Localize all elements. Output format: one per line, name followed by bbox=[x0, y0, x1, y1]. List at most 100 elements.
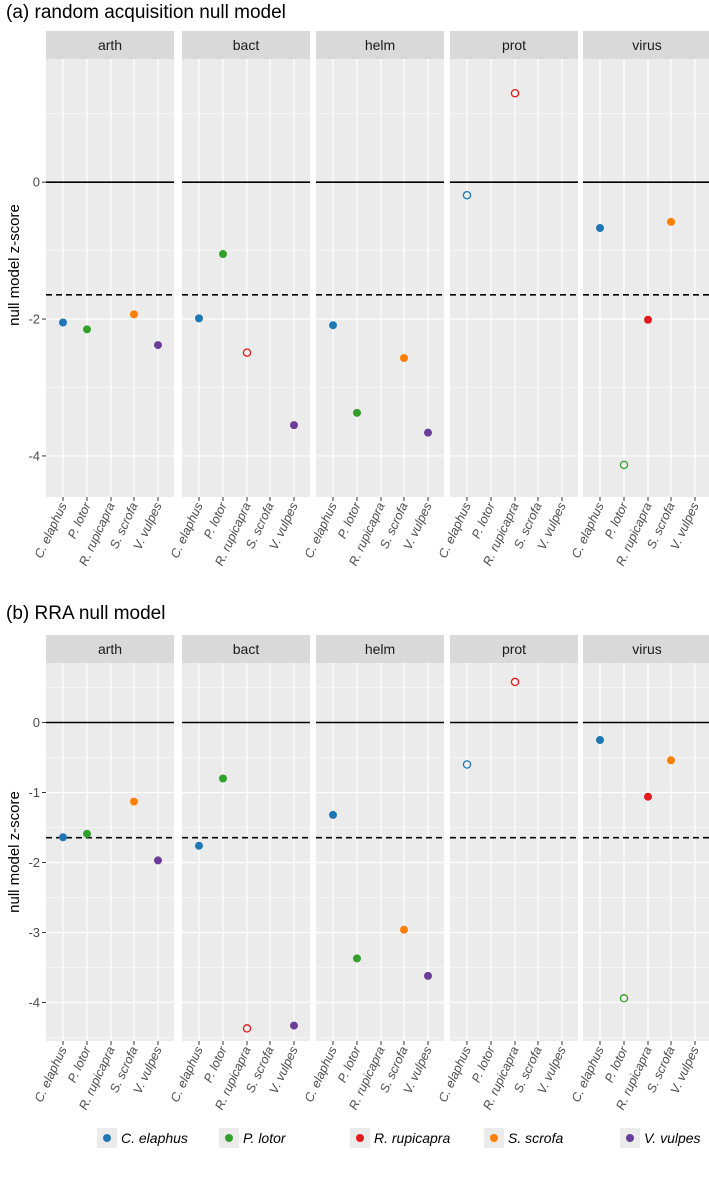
chart-a-random-acquisition: (a) random acquisition null model null mo… bbox=[6, 2, 709, 568]
facet-strip-label: virus bbox=[632, 37, 662, 53]
x-tick-label: C. elaphus bbox=[168, 500, 206, 560]
legend-marker-p-lotor bbox=[225, 1134, 233, 1142]
legend-label: S. scrofa bbox=[508, 1130, 563, 1146]
y-tick-label: -3 bbox=[28, 925, 40, 940]
x-tick-label: C. elaphus bbox=[569, 500, 607, 560]
legend-label: P. lotor bbox=[243, 1130, 287, 1146]
chart-title: (a) random acquisition null model bbox=[6, 2, 286, 23]
point-p-lotor bbox=[353, 408, 361, 417]
facet-strip bbox=[316, 635, 444, 663]
panel-background bbox=[182, 663, 310, 1041]
facet-strip-label: arth bbox=[98, 641, 122, 657]
point-c-elaphus bbox=[195, 841, 203, 850]
point-v-vulpes bbox=[290, 1021, 298, 1030]
point-v-vulpes bbox=[154, 341, 162, 350]
y-tick-label: -4 bbox=[28, 995, 40, 1010]
y-axis-title: null model z-score bbox=[6, 204, 23, 326]
point-r-rupicapra-open bbox=[510, 88, 520, 98]
panel-background bbox=[316, 59, 444, 497]
x-tick-label: C. elaphus bbox=[302, 1044, 340, 1104]
x-tick-label: C. elaphus bbox=[569, 1044, 607, 1104]
x-tick-label: C. elaphus bbox=[32, 1044, 70, 1104]
legend-label: R. rupicapra bbox=[374, 1130, 450, 1146]
point-s-scrofa bbox=[400, 925, 408, 934]
facet-strip bbox=[450, 31, 578, 59]
facet-strip-label: bact bbox=[233, 641, 260, 657]
point-p-lotor bbox=[83, 325, 91, 334]
facet-strip bbox=[316, 31, 444, 59]
point-p-lotor-open bbox=[619, 994, 629, 1003]
panel-background bbox=[583, 59, 709, 497]
legend-entry-r-rupicapra: R. rupicapra bbox=[350, 1128, 450, 1148]
chart-b-rra: (b) RRA null model null model z-score 0 -1 -… bbox=[6, 603, 709, 1112]
point-p-lotor bbox=[83, 829, 91, 838]
point-r-rupicapra-open bbox=[510, 677, 520, 687]
x-tick-label: C. elaphus bbox=[302, 500, 340, 560]
y-tick-label: -2 bbox=[28, 855, 40, 870]
legend-marker-v-vulpes bbox=[626, 1134, 634, 1142]
facet-strip-label: virus bbox=[632, 641, 662, 657]
point-p-lotor-open bbox=[619, 460, 629, 470]
panel-background bbox=[316, 663, 444, 1041]
panel-background bbox=[182, 59, 310, 497]
legend-entry-c-elaphus: C. elaphus bbox=[97, 1128, 188, 1148]
legend-marker-c-elaphus bbox=[103, 1134, 111, 1142]
y-tick-label: 0 bbox=[33, 715, 40, 730]
facet-strip bbox=[46, 635, 174, 663]
point-r-rupicapra bbox=[644, 792, 652, 801]
point-r-rupicapra-open bbox=[242, 348, 252, 357]
facet-strip-label: arth bbox=[98, 37, 122, 53]
point-c-elaphus bbox=[59, 318, 67, 327]
point-p-lotor bbox=[219, 774, 227, 783]
legend: C. elaphus P. lotor R. rupicapra S. scrofa V… bbox=[97, 1128, 701, 1148]
point-c-elaphus bbox=[329, 810, 337, 819]
facet-strip bbox=[583, 31, 709, 59]
legend-label: C. elaphus bbox=[121, 1130, 188, 1146]
x-tick-label: C. elaphus bbox=[168, 1044, 206, 1104]
facet-strip bbox=[583, 635, 709, 663]
panel-background bbox=[450, 663, 578, 1041]
point-s-scrofa bbox=[400, 354, 408, 363]
legend-marker-s-scrofa bbox=[490, 1134, 498, 1142]
point-p-lotor bbox=[353, 954, 361, 963]
facet-strip bbox=[450, 635, 578, 663]
facet-strip-label: prot bbox=[502, 37, 526, 53]
point-s-scrofa bbox=[667, 217, 675, 226]
point-s-scrofa bbox=[130, 310, 138, 319]
point-s-scrofa bbox=[130, 797, 138, 806]
point-c-elaphus bbox=[329, 321, 337, 330]
facet-strip-label: bact bbox=[233, 37, 260, 53]
x-tick-label: C. elaphus bbox=[32, 500, 70, 560]
chart-title: (b) RRA null model bbox=[6, 603, 165, 624]
legend-label: V. vulpes bbox=[644, 1130, 701, 1146]
point-c-elaphus bbox=[59, 833, 67, 842]
point-v-vulpes bbox=[290, 421, 298, 430]
y-tick-label: -1 bbox=[28, 785, 40, 800]
point-v-vulpes bbox=[424, 971, 432, 980]
y-tick-label: -2 bbox=[28, 312, 40, 327]
y-tick-label: -4 bbox=[28, 448, 40, 463]
facet-strip bbox=[182, 31, 310, 59]
facet-strip bbox=[46, 31, 174, 59]
panel-background bbox=[450, 59, 578, 497]
panel-background bbox=[583, 663, 709, 1041]
point-c-elaphus-open bbox=[462, 760, 472, 769]
y-tick-label: 0 bbox=[33, 175, 40, 190]
legend-entry-s-scrofa: S. scrofa bbox=[484, 1128, 563, 1148]
panel-background bbox=[46, 59, 174, 497]
facet-strip-label: helm bbox=[365, 641, 395, 657]
facet-strip bbox=[182, 635, 310, 663]
facet-strip-label: prot bbox=[502, 641, 526, 657]
point-v-vulpes bbox=[154, 856, 162, 865]
point-p-lotor bbox=[219, 250, 227, 259]
y-axis-title: null model z-score bbox=[6, 791, 23, 913]
point-c-elaphus bbox=[596, 224, 604, 233]
